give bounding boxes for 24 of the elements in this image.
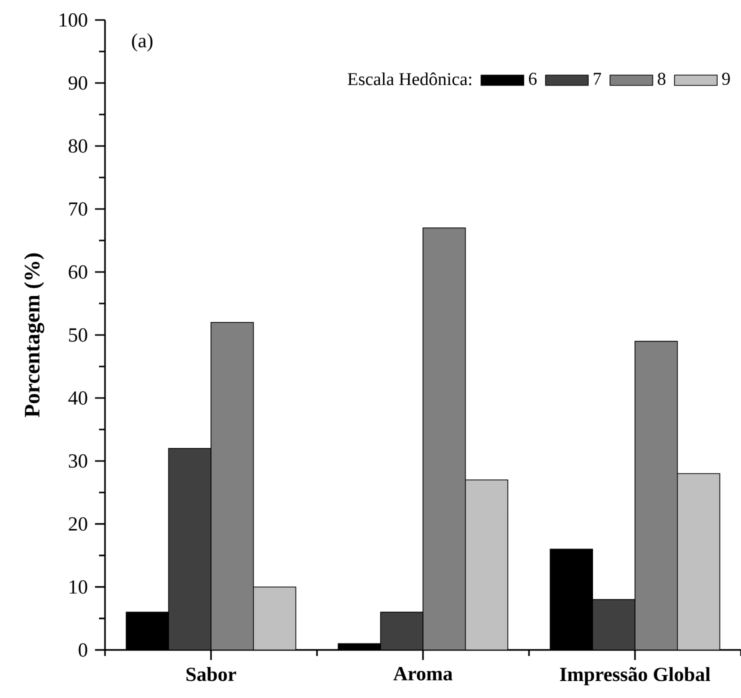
bar [210, 322, 254, 650]
legend-label: 9 [722, 72, 730, 85]
y-axis-title: Porcentagem (%) [24, 253, 44, 418]
bar [634, 340, 678, 650]
y-tick-label: 100 [60, 13, 88, 27]
y-tick-label: 10 [70, 580, 88, 594]
bar [422, 228, 466, 650]
x-tick-label: Sabor [186, 667, 236, 682]
legend-title: Escala Hedônica: [348, 72, 472, 86]
y-tick-label: 40 [68, 391, 88, 405]
legend-label: 6 [528, 72, 537, 85]
legend-label: 7 [594, 72, 602, 85]
y-tick-label: 50 [69, 328, 88, 342]
y-tick-label: 90 [68, 76, 88, 90]
y-tick-label: 0 [78, 643, 88, 657]
y-tick-label: 80 [68, 139, 88, 153]
y-tick-label: 20 [68, 517, 88, 531]
y-tick-label: 70 [69, 202, 88, 216]
y-tick-label: 30 [68, 454, 88, 468]
legend-label: 8 [658, 72, 666, 85]
y-tick-label: 60 [68, 265, 88, 279]
annotation: (a) [132, 33, 152, 52]
x-tick-label: Impressão Global [560, 667, 710, 686]
x-tick-label: Aroma [393, 667, 452, 680]
